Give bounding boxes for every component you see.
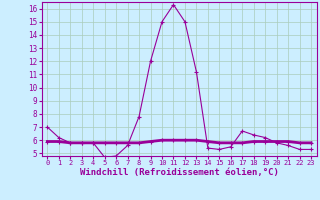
X-axis label: Windchill (Refroidissement éolien,°C): Windchill (Refroidissement éolien,°C) <box>80 168 279 177</box>
